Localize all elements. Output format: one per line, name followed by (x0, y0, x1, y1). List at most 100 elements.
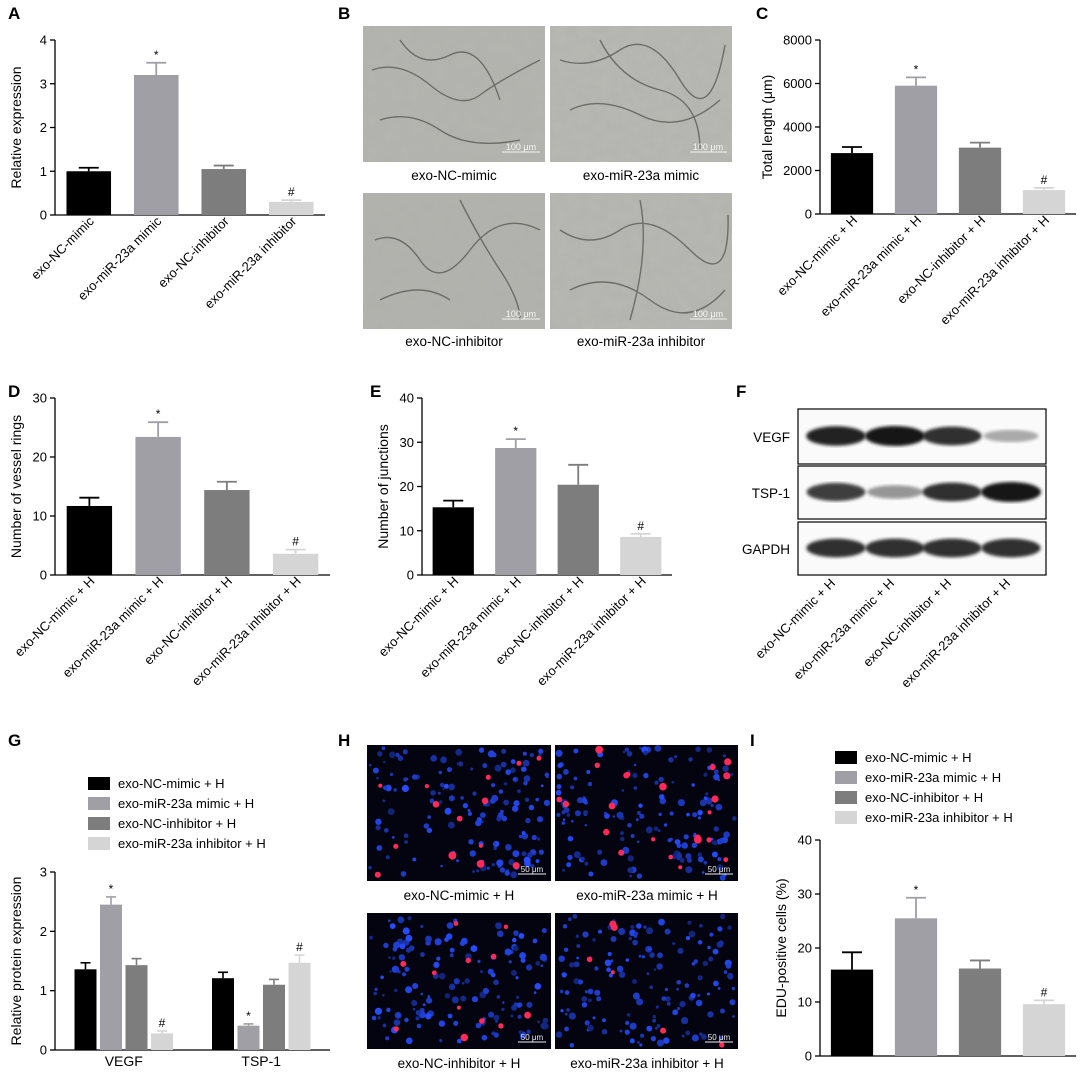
nucleus-dot (406, 1037, 413, 1045)
nucleus-dot (412, 857, 417, 862)
scale-bar-label: 100 μm (506, 309, 536, 319)
nucleus-dot (480, 820, 484, 824)
nucleus-dot (486, 866, 490, 870)
edu-positive-dot (678, 865, 683, 870)
edu-positive-dot (503, 924, 509, 929)
nucleus-dot (402, 972, 407, 977)
nucleus-dot (632, 772, 638, 779)
nucleus-dot (676, 1006, 681, 1011)
nucleus-dot (672, 1009, 679, 1016)
nucleus-dot (504, 870, 510, 876)
nucleus-dot (703, 796, 708, 801)
nucleus-dot (392, 836, 395, 839)
nucleus-dot (439, 1039, 443, 1043)
nucleus-dot (393, 1019, 401, 1026)
nucleus-dot (495, 922, 502, 930)
nucleus-dot (526, 964, 533, 971)
nucleus-dot (607, 951, 612, 957)
legend-swatch (835, 811, 857, 824)
nucleus-dot (528, 804, 535, 811)
edu-positive-dot (719, 1042, 725, 1048)
blot-band (806, 426, 866, 446)
nucleus-dot (573, 776, 578, 781)
nucleus-dot (720, 1008, 725, 1014)
nucleus-dot (600, 859, 608, 866)
edu-positive-dot (707, 810, 712, 815)
blot-band (981, 538, 1041, 558)
y-tick-label: 0 (40, 208, 47, 223)
nucleus-dot (543, 1023, 549, 1029)
nucleus-dot (433, 961, 440, 969)
nucleus-dot (699, 799, 707, 807)
x-tick-label: exo-miR-23a inhibitor + H (534, 574, 649, 689)
nucleus-dot (581, 1002, 588, 1008)
nucleus-dot (397, 1014, 400, 1017)
edu-positive-dot (723, 857, 729, 863)
nucleus-dot (717, 987, 721, 990)
y-tick-label: 30 (400, 435, 414, 450)
nucleus-dot (629, 1038, 635, 1044)
nucleus-dot (475, 1022, 482, 1029)
nucleus-dot (449, 953, 454, 958)
panel-letter-e: E (370, 382, 381, 401)
nucleus-dot (720, 913, 726, 920)
y-tick-label: 40 (400, 391, 414, 406)
edu-positive-dot (706, 837, 712, 843)
legend-label: exo-NC-mimic + H (118, 776, 225, 791)
nucleus-dot (425, 935, 432, 943)
panel-letter-i: I (750, 731, 755, 750)
nucleus-dot (562, 924, 568, 929)
nucleus-dot (541, 928, 547, 934)
nucleus-dot (566, 862, 572, 868)
nucleus-dot (513, 777, 516, 781)
nucleus-dot (519, 952, 526, 959)
nucleus-dot (434, 938, 442, 946)
nucleus-dot (385, 1036, 390, 1041)
bar (272, 553, 319, 575)
nucleus-dot (586, 770, 591, 774)
nucleus-dot (657, 952, 663, 959)
blot-band (865, 426, 925, 446)
panel-letter-d: D (8, 382, 20, 401)
nucleus-dot (667, 838, 672, 843)
nucleus-dot (536, 816, 544, 823)
nucleus-dot (403, 777, 408, 782)
nucleus-dot (556, 812, 561, 818)
nucleus-dot (523, 781, 528, 786)
nucleus-dot (568, 1012, 577, 1020)
nucleus-dot (676, 852, 683, 859)
nucleus-dot (722, 765, 729, 772)
nucleus-dot (654, 745, 662, 752)
nucleus-dot (683, 834, 689, 840)
nucleus-dot (522, 751, 527, 756)
edu-positive-dot (456, 1005, 461, 1010)
micrograph-b-2 (550, 26, 732, 162)
edu-positive-dot (516, 760, 522, 766)
significance-marker: # (288, 185, 295, 199)
y-tick-label: 30 (798, 887, 812, 902)
nucleus-dot (503, 782, 508, 786)
micrograph-caption: exo-miR-23a mimic (583, 168, 700, 183)
y-tick-label: 2 (40, 120, 47, 135)
edu-positive-dot (595, 745, 604, 754)
legend-label: exo-NC-inhibitor + H (118, 816, 236, 831)
nucleus-dot (444, 937, 449, 942)
x-tick-label: exo-NC-mimic (28, 213, 97, 282)
edu-positive-dot (709, 764, 716, 771)
y-tick-label: 4 (40, 33, 47, 48)
nucleus-dot (461, 981, 465, 985)
nucleus-dot (572, 914, 578, 919)
y-tick-label: 0 (805, 207, 812, 222)
nucleus-dot (521, 851, 527, 857)
edu-positive-dot (393, 1026, 399, 1032)
bar (1022, 1004, 1066, 1056)
nucleus-dot (677, 947, 684, 955)
nucleus-dot (695, 999, 703, 1007)
nucleus-dot (638, 803, 643, 808)
nucleus-dot (568, 917, 572, 921)
nucleus-dot (402, 927, 410, 935)
nucleus-dot (685, 1030, 691, 1036)
nucleus-dot (465, 953, 472, 960)
